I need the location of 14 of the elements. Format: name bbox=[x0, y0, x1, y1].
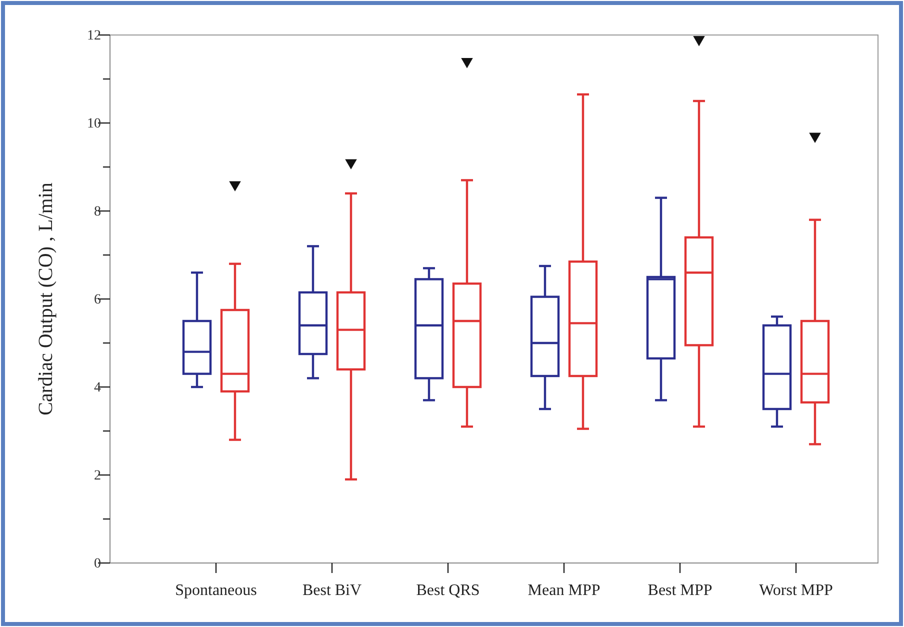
y-tick-label: 8 bbox=[94, 204, 101, 220]
y-tick-label: 4 bbox=[94, 380, 101, 396]
y-tick-label: 6 bbox=[94, 292, 101, 308]
y-tick-label: 0 bbox=[94, 556, 101, 572]
x-tick-label: Best QRS bbox=[416, 582, 480, 600]
x-tick-label: Mean MPP bbox=[528, 582, 600, 600]
y-axis-title: Cardiac Output (CO) , L/min bbox=[35, 182, 57, 416]
y-tick-label: 12 bbox=[87, 28, 101, 44]
x-tick-label: Best BiV bbox=[302, 582, 362, 600]
y-tick-label: 2 bbox=[94, 468, 101, 484]
y-tick-label: 10 bbox=[87, 116, 101, 132]
x-tick-label: Spontaneous bbox=[175, 582, 257, 600]
x-tick-label: Worst MPP bbox=[759, 582, 834, 600]
x-tick-label: Best MPP bbox=[648, 582, 712, 600]
